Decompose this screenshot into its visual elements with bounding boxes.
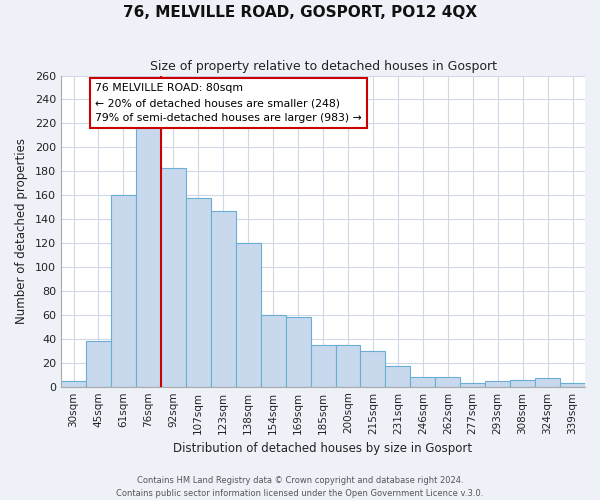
Bar [485, 380, 510, 386]
Bar [311, 345, 335, 387]
X-axis label: Distribution of detached houses by size in Gosport: Distribution of detached houses by size … [173, 442, 473, 455]
Bar [510, 380, 535, 386]
Text: Contains HM Land Registry data © Crown copyright and database right 2024.
Contai: Contains HM Land Registry data © Crown c… [116, 476, 484, 498]
Bar [385, 366, 410, 386]
Bar [61, 380, 86, 386]
Bar [361, 351, 385, 386]
Bar [410, 377, 436, 386]
Title: Size of property relative to detached houses in Gosport: Size of property relative to detached ho… [149, 60, 497, 73]
Bar [260, 315, 286, 386]
Bar [186, 198, 211, 386]
Bar [436, 377, 460, 386]
Text: 76 MELVILLE ROAD: 80sqm
← 20% of detached houses are smaller (248)
79% of semi-d: 76 MELVILLE ROAD: 80sqm ← 20% of detache… [95, 84, 362, 123]
Bar [335, 345, 361, 387]
Bar [211, 211, 236, 386]
Bar [111, 195, 136, 386]
Bar [535, 378, 560, 386]
Bar [236, 243, 260, 386]
Bar [86, 341, 111, 386]
Bar [286, 318, 311, 386]
Text: 76, MELVILLE ROAD, GOSPORT, PO12 4QX: 76, MELVILLE ROAD, GOSPORT, PO12 4QX [123, 5, 477, 20]
Bar [136, 124, 161, 386]
Bar [460, 383, 485, 386]
Y-axis label: Number of detached properties: Number of detached properties [15, 138, 28, 324]
Bar [560, 383, 585, 386]
Bar [161, 168, 186, 386]
